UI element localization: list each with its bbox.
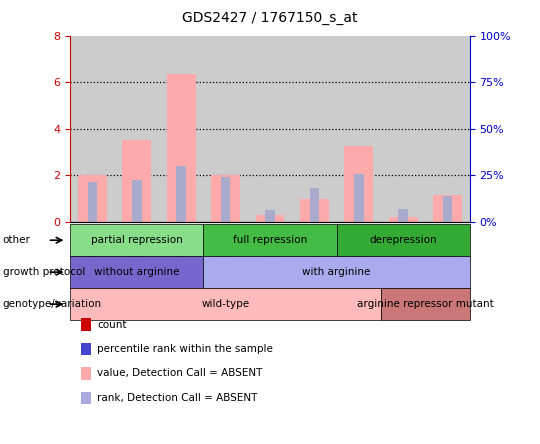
Bar — [292, 36, 336, 222]
Bar — [443, 196, 453, 222]
Bar — [87, 182, 97, 222]
Bar — [255, 215, 285, 222]
Bar — [159, 36, 204, 222]
Bar — [265, 210, 275, 222]
Text: with arginine: with arginine — [302, 267, 371, 277]
Text: other: other — [3, 235, 31, 245]
Bar — [300, 199, 329, 222]
Bar — [78, 175, 107, 222]
Text: value, Detection Call = ABSENT: value, Detection Call = ABSENT — [97, 369, 262, 378]
Bar — [177, 166, 186, 222]
Bar — [381, 36, 426, 222]
Bar — [114, 36, 159, 222]
Bar — [336, 36, 381, 222]
Text: partial repression: partial repression — [91, 235, 183, 245]
Bar — [354, 174, 363, 222]
Bar — [345, 146, 373, 222]
Bar — [248, 36, 292, 222]
Text: without arginine: without arginine — [94, 267, 179, 277]
Bar — [399, 209, 408, 222]
Text: GDS2427 / 1767150_s_at: GDS2427 / 1767150_s_at — [183, 11, 357, 25]
Text: count: count — [97, 320, 127, 329]
Bar — [70, 36, 114, 222]
Bar — [221, 177, 231, 222]
Text: wild-type: wild-type — [201, 299, 249, 309]
Text: growth protocol: growth protocol — [3, 267, 85, 277]
Text: genotype/variation: genotype/variation — [3, 299, 102, 309]
Bar — [389, 217, 417, 222]
Bar — [433, 195, 462, 222]
Text: percentile rank within the sample: percentile rank within the sample — [97, 344, 273, 354]
Bar — [123, 140, 151, 222]
Bar — [426, 36, 470, 222]
Bar — [204, 36, 248, 222]
Text: full repression: full repression — [233, 235, 307, 245]
Text: derepression: derepression — [369, 235, 437, 245]
Bar — [132, 180, 141, 222]
Bar — [309, 188, 319, 222]
Bar — [167, 74, 195, 222]
Text: rank, Detection Call = ABSENT: rank, Detection Call = ABSENT — [97, 393, 258, 403]
Text: arginine repressor mutant: arginine repressor mutant — [357, 299, 494, 309]
Bar — [211, 175, 240, 222]
